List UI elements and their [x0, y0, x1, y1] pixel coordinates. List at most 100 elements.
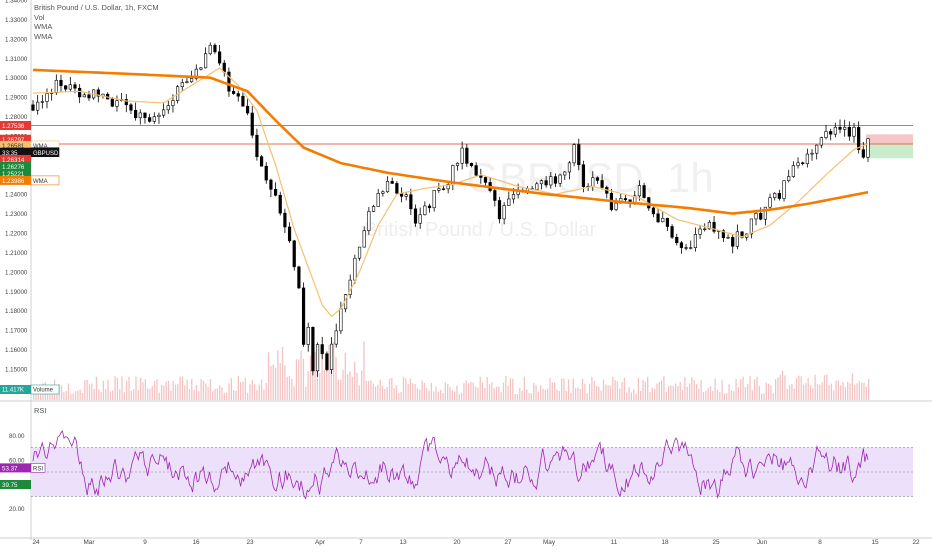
volume-bar — [160, 385, 163, 400]
volume-bar — [842, 382, 844, 400]
volume-bar — [500, 392, 502, 400]
candle-body — [259, 156, 264, 167]
volume-bar — [556, 389, 558, 400]
candle-body — [572, 144, 576, 164]
price-tick-label: 1.19000 — [5, 289, 28, 296]
candle-body — [78, 87, 82, 98]
volume-bar — [535, 384, 537, 400]
rsi-tag-box — [30, 463, 46, 473]
volume-bar — [505, 376, 507, 400]
candle-body — [726, 237, 730, 239]
candle-body — [563, 171, 567, 176]
volume-bar — [560, 378, 563, 400]
candle-body — [815, 144, 819, 154]
candle-body — [791, 165, 795, 177]
volume-bar — [726, 393, 728, 400]
volume-bar — [344, 352, 346, 400]
volume-bar — [167, 380, 170, 400]
volume-bar — [423, 382, 426, 400]
candle-body — [838, 126, 842, 130]
volume-bar — [751, 390, 754, 400]
volume-bar — [72, 393, 74, 400]
candle-body — [395, 183, 399, 194]
stop-loss-zone — [866, 134, 913, 144]
candle-body — [59, 79, 63, 87]
volume-bar — [644, 381, 647, 400]
volume-bar — [374, 386, 377, 400]
volume-bar — [654, 388, 656, 400]
rsi-tick-label: 80.00 — [9, 433, 25, 440]
candle-body — [623, 198, 628, 201]
volume-bar — [114, 376, 116, 400]
volume-bar — [249, 384, 251, 400]
volume-bar — [153, 381, 156, 400]
volume-bar — [693, 380, 695, 400]
volume-bar — [761, 393, 763, 400]
volume-bar — [495, 386, 498, 400]
volume-bar — [488, 384, 491, 400]
legend-title: British Pound / U.S. Dollar, 1h, FXCM — [34, 3, 159, 12]
candle-body — [675, 236, 679, 244]
volume-bar — [156, 379, 158, 400]
price-tick-label: 1.20000 — [5, 269, 28, 276]
volume-bar — [777, 377, 779, 400]
candle-body — [712, 221, 716, 232]
volume-bar — [202, 380, 205, 400]
volume-bar — [737, 387, 740, 400]
volume-bar — [128, 376, 130, 400]
volume-bar — [367, 380, 370, 400]
volume-bar — [298, 359, 300, 400]
candle-body — [567, 162, 572, 173]
candle-body — [651, 207, 656, 215]
candle-body — [460, 147, 464, 164]
volume-bar — [698, 388, 700, 400]
volume-bar — [802, 384, 805, 400]
candle-body — [661, 218, 665, 223]
volume-bar — [491, 382, 493, 400]
volume-bar — [84, 380, 86, 400]
volume-bar — [607, 385, 609, 400]
candle-body — [413, 208, 418, 224]
candle-body — [810, 152, 814, 155]
price-tick-label: 1.21000 — [5, 250, 28, 257]
volume-bar — [542, 388, 544, 400]
candle-body — [544, 180, 548, 186]
volume-bar — [533, 382, 535, 400]
candle-body — [455, 162, 460, 166]
volume-bar — [326, 362, 328, 400]
volume-bar — [602, 379, 605, 400]
volume-bar — [856, 383, 858, 400]
price-label-text: 1.26314 — [2, 157, 25, 164]
candle-body — [409, 194, 413, 210]
price-tag-text: WMA — [33, 179, 48, 185]
volume-bar — [223, 393, 226, 400]
rsi-value-box — [0, 480, 31, 490]
volume-bar — [214, 388, 216, 400]
volume-bar — [679, 381, 681, 400]
price-label-box — [0, 121, 31, 131]
volume-bar — [828, 384, 830, 400]
volume-bar — [209, 379, 212, 400]
volume-bar — [426, 388, 428, 400]
candle-body — [64, 85, 68, 90]
volume-bar — [353, 361, 356, 400]
volume-bar — [807, 378, 809, 400]
volume-bar — [342, 370, 344, 400]
volume-bar — [309, 355, 312, 400]
candle-body — [227, 71, 231, 92]
volume-bar — [312, 353, 314, 400]
volume-bar — [328, 344, 330, 400]
volume-bar — [809, 385, 812, 400]
volume-bar — [849, 383, 851, 400]
volume-bar — [453, 391, 456, 400]
volume-bar — [658, 382, 660, 400]
price-tick-label: 1.18000 — [5, 308, 28, 315]
volume-bar — [826, 374, 828, 400]
candle-body — [829, 131, 833, 135]
volume-bar — [577, 387, 579, 400]
price-tick-label: 1.30000 — [5, 75, 28, 82]
candle-body — [311, 326, 315, 372]
volume-bar — [791, 384, 793, 400]
